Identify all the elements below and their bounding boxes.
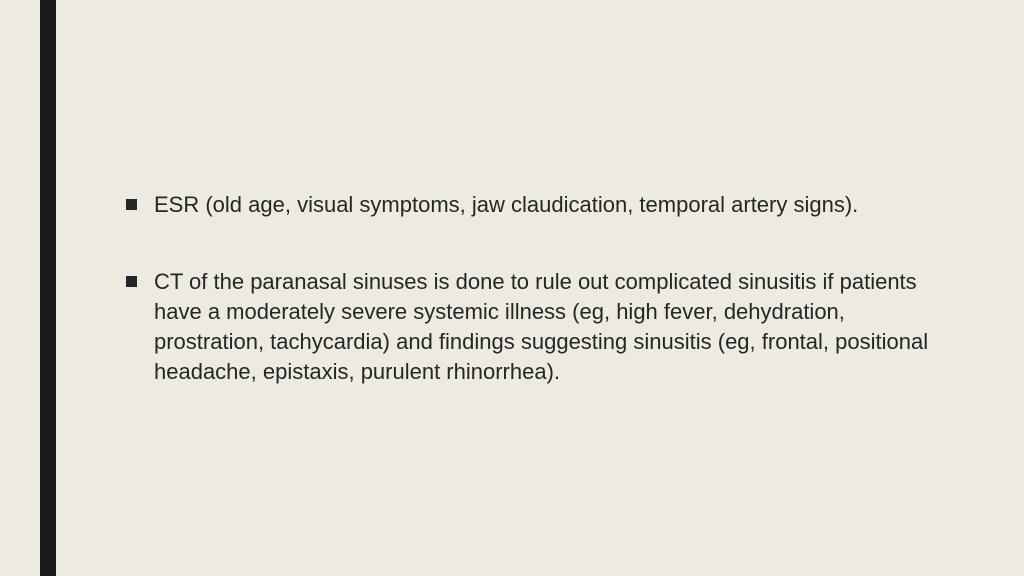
slide-content: ESR (old age, visual symptoms, jaw claud… xyxy=(120,0,960,576)
list-item: CT of the paranasal sinuses is done to r… xyxy=(120,267,960,386)
bullet-text: CT of the paranasal sinuses is done to r… xyxy=(154,269,928,383)
list-item: ESR (old age, visual symptoms, jaw claud… xyxy=(120,190,960,220)
bullet-text: ESR (old age, visual symptoms, jaw claud… xyxy=(154,192,858,217)
bullet-list: ESR (old age, visual symptoms, jaw claud… xyxy=(120,190,960,386)
accent-bar xyxy=(40,0,56,576)
